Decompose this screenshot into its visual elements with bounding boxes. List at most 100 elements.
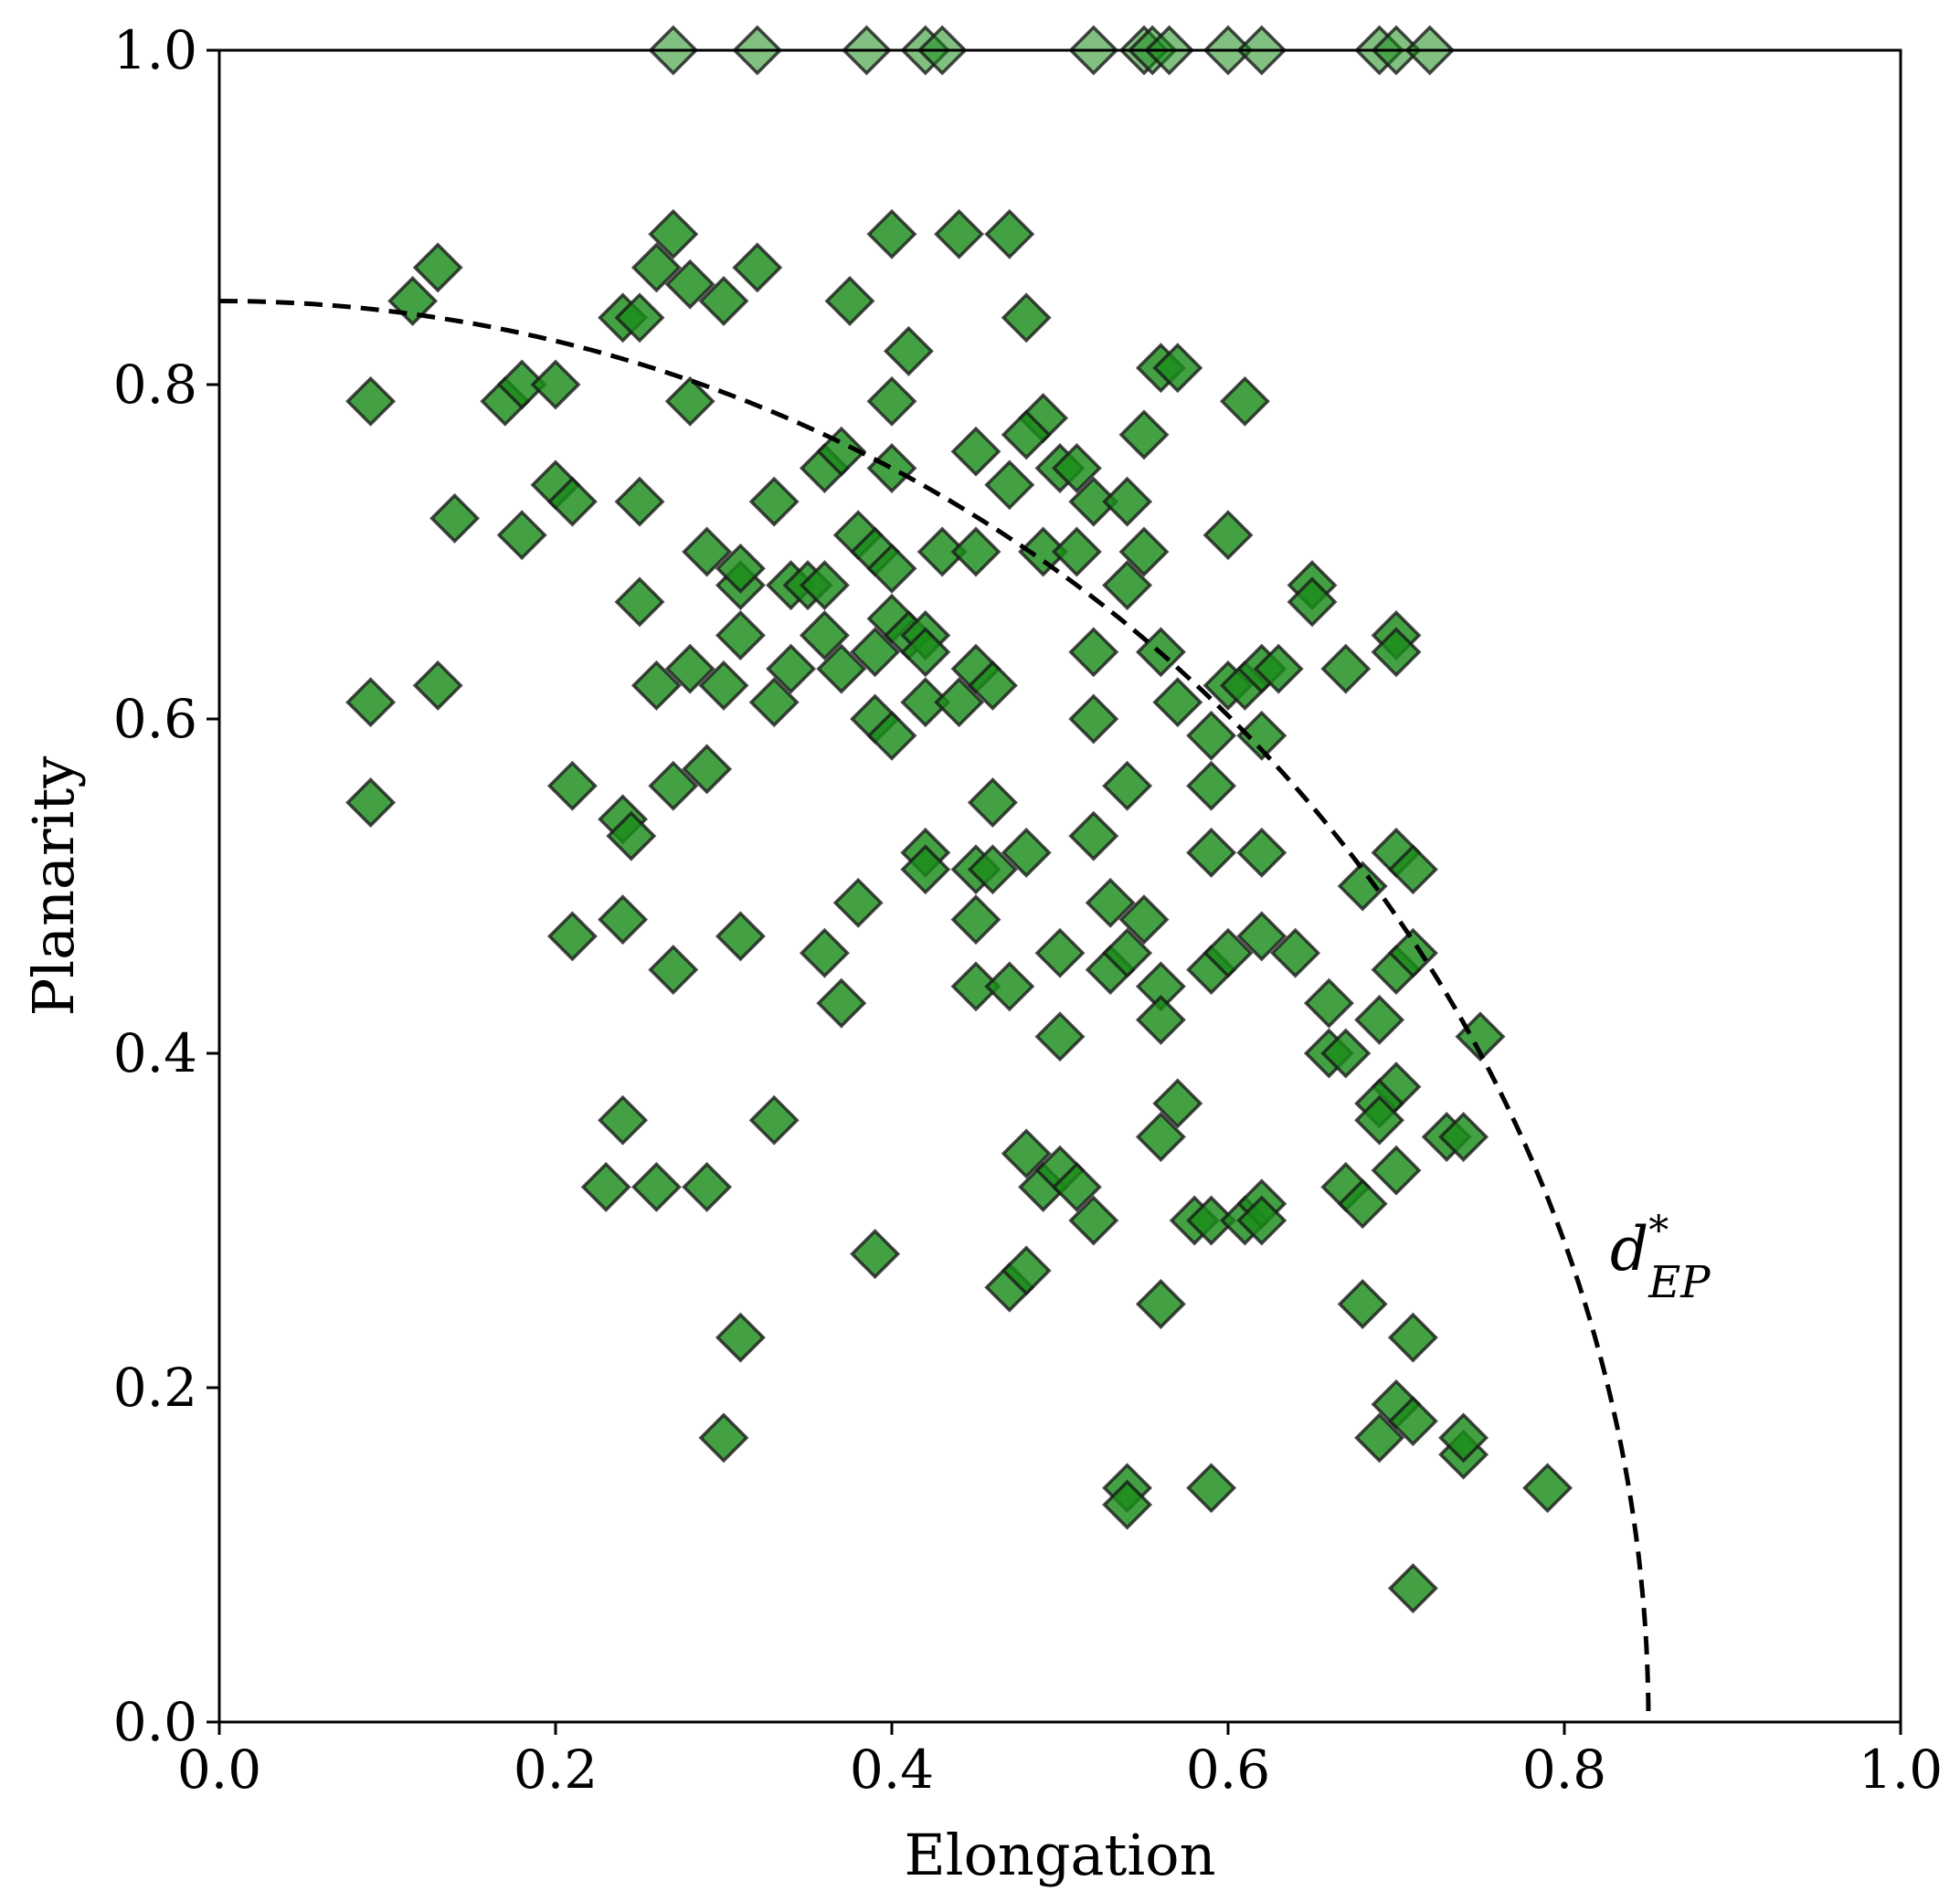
scatter-point bbox=[614, 476, 665, 527]
axis-ticks: 0.0 0.2 0.4 0.6 0.8 1.0 0.0 0.2 0.4 0.6 0.8 1.0 bbox=[113, 19, 1943, 1801]
scatter-point bbox=[1051, 443, 1102, 493]
scatter-point bbox=[1236, 1195, 1287, 1246]
scatter-point bbox=[682, 744, 733, 795]
scatter-point bbox=[1034, 927, 1086, 978]
scatter-point bbox=[1320, 643, 1372, 694]
scatter-point bbox=[698, 1412, 749, 1463]
scatter-point bbox=[648, 760, 699, 811]
data-points bbox=[345, 25, 1573, 1614]
x-tick-label: 0.6 bbox=[1186, 1738, 1270, 1801]
scatter-point bbox=[698, 276, 749, 326]
scatter-point bbox=[1253, 643, 1304, 694]
scatter-point bbox=[630, 1161, 682, 1212]
scatter-point bbox=[1001, 1128, 1052, 1179]
scatter-point bbox=[984, 961, 1035, 1012]
scatter-point bbox=[664, 643, 715, 694]
curve-annotation-sup: * bbox=[1648, 1208, 1669, 1254]
scatter-point bbox=[866, 375, 917, 427]
scatter-point bbox=[816, 643, 867, 694]
y-axis-label: Planarity bbox=[20, 756, 87, 1017]
scatter-point bbox=[1219, 375, 1270, 427]
scatter-point bbox=[748, 476, 800, 527]
scatter-point bbox=[698, 660, 749, 711]
scatter-point bbox=[1102, 760, 1153, 811]
scatter-point bbox=[934, 677, 985, 728]
scatter-point bbox=[950, 426, 1001, 477]
scatter-point bbox=[1202, 927, 1254, 978]
y-tick-label: 0.0 bbox=[113, 1691, 197, 1753]
scatter-point bbox=[1068, 627, 1119, 678]
scatter-point bbox=[614, 292, 665, 343]
scatter-point bbox=[900, 844, 951, 895]
curve-annotation-main: d bbox=[1610, 1214, 1648, 1284]
x-tick-label: 0.4 bbox=[850, 1738, 934, 1801]
scatter-point bbox=[850, 627, 901, 678]
scatter-point bbox=[1270, 927, 1321, 978]
curve-annotation: d* EP bbox=[1610, 1208, 1711, 1308]
scatter-point bbox=[1438, 1412, 1489, 1463]
scatter-point bbox=[1051, 1161, 1102, 1212]
scatter-point bbox=[1051, 526, 1102, 577]
scatter-point bbox=[1337, 1279, 1388, 1329]
scatter-point bbox=[1320, 1028, 1372, 1079]
scatter-point bbox=[1438, 1112, 1489, 1162]
scatter-point bbox=[816, 426, 867, 477]
scatter-point bbox=[715, 543, 766, 594]
scatter-point bbox=[598, 1094, 649, 1146]
scatter-point bbox=[630, 242, 682, 293]
scatter-point bbox=[1337, 1178, 1388, 1230]
scatter-point bbox=[1152, 343, 1203, 394]
scatter-point bbox=[715, 610, 766, 660]
scatter-point bbox=[866, 443, 917, 493]
x-tick-label: 1.0 bbox=[1859, 1738, 1943, 1801]
scatter-point bbox=[1236, 911, 1287, 962]
scatter-point bbox=[967, 777, 1018, 828]
scatter-point bbox=[950, 961, 1001, 1012]
scatter-point bbox=[580, 1161, 631, 1212]
scatter-point bbox=[1001, 827, 1052, 878]
scatter-point bbox=[1001, 409, 1052, 460]
scatter-point bbox=[546, 911, 598, 962]
x-tick-label: 0.8 bbox=[1522, 1738, 1606, 1801]
scatter-point bbox=[824, 276, 875, 326]
scatter-point bbox=[1118, 409, 1170, 460]
scatter-point bbox=[1186, 1463, 1237, 1514]
scatter-point bbox=[950, 894, 1001, 946]
scatter-point bbox=[1102, 560, 1153, 611]
scatter-point bbox=[866, 208, 917, 259]
scatter-point bbox=[1018, 526, 1069, 577]
scatter-point bbox=[546, 476, 598, 527]
scatter-point bbox=[1186, 710, 1237, 761]
scatter-point bbox=[715, 911, 766, 962]
y-tick-label: 0.2 bbox=[113, 1357, 197, 1419]
scatter-point bbox=[648, 208, 699, 259]
scatter-point bbox=[496, 359, 547, 410]
scatter-point bbox=[967, 844, 1018, 895]
scatter-point bbox=[1371, 627, 1422, 678]
scatter-point bbox=[1186, 760, 1237, 811]
scatter-point bbox=[1202, 510, 1254, 561]
scatter-point bbox=[606, 810, 657, 861]
scatter-point bbox=[1387, 1563, 1438, 1614]
x-tick-label: 0.2 bbox=[514, 1738, 598, 1801]
scatter-point bbox=[816, 977, 867, 1029]
scatter-point bbox=[648, 945, 699, 995]
scatter-point bbox=[1068, 693, 1119, 745]
curve-annotation-sub: EP bbox=[1647, 1257, 1711, 1308]
scatter-point bbox=[345, 777, 397, 828]
threshold-curve bbox=[218, 299, 1651, 1723]
scatter-point bbox=[614, 576, 665, 628]
scatter-point bbox=[1287, 576, 1338, 628]
scatter-point bbox=[1068, 476, 1119, 527]
y-tick-label: 1.0 bbox=[113, 19, 197, 81]
scatter-point bbox=[496, 510, 547, 561]
scatter-point bbox=[546, 760, 598, 811]
scatter-point bbox=[1152, 1078, 1203, 1129]
scatter-point bbox=[883, 325, 934, 376]
scatter-point bbox=[1387, 927, 1438, 978]
scatter-point bbox=[1303, 977, 1354, 1029]
scatter-point bbox=[799, 610, 850, 660]
scatter-point bbox=[1001, 1245, 1052, 1296]
x-axis-label: Elongation bbox=[905, 1822, 1216, 1888]
